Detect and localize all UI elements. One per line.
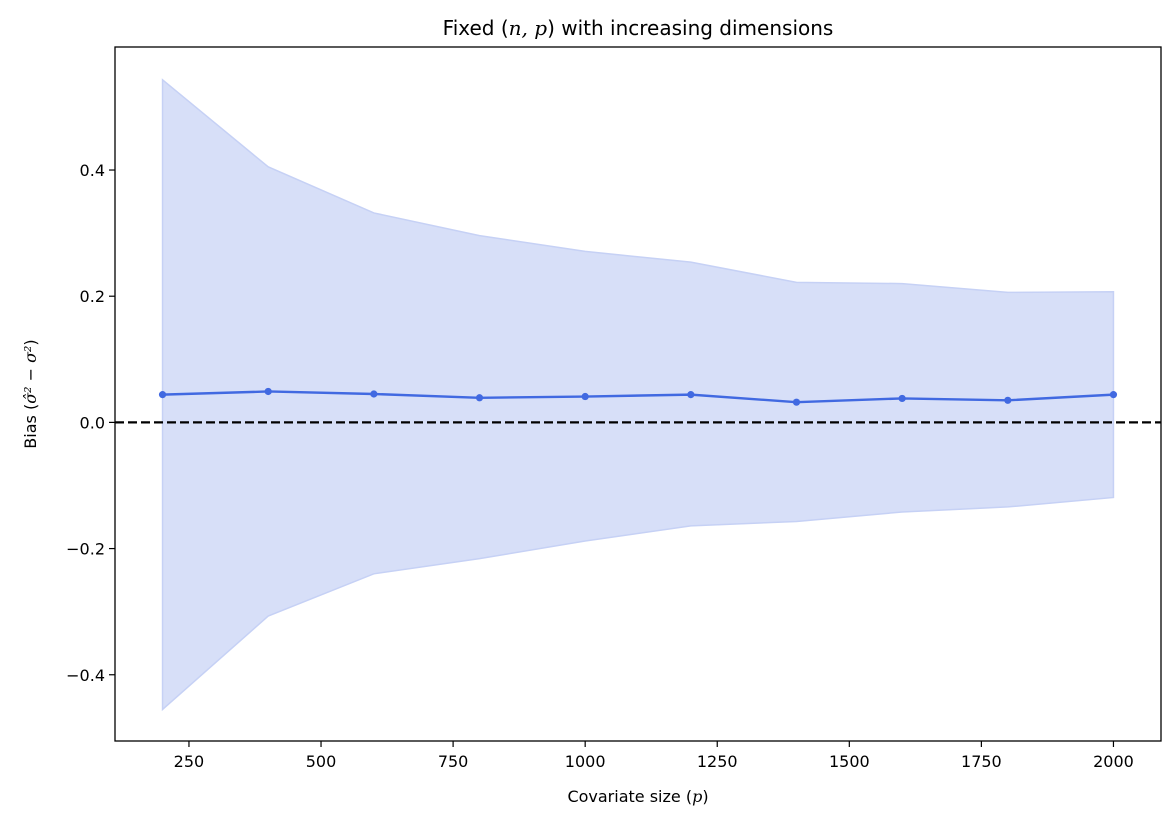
x-tick-label: 1750	[961, 752, 1002, 771]
series-line	[162, 390, 1114, 404]
data-point	[158, 391, 167, 399]
y-axis-label: Bias (σ̂² − σ²)	[21, 339, 40, 448]
data-point	[370, 390, 378, 398]
data-point	[264, 387, 272, 396]
x-tick-label: 250	[174, 752, 205, 771]
data-point	[687, 391, 695, 399]
data-point	[792, 398, 801, 406]
x-tick-label: 500	[306, 752, 337, 771]
data-point	[1004, 396, 1012, 404]
x-tick-label: 750	[438, 752, 469, 771]
chart-title: Fixed (n, p) with increasing dimensions	[443, 16, 834, 40]
y-tick-label: 0.2	[80, 287, 105, 306]
data-point	[581, 392, 589, 401]
y-tick-label: −0.2	[66, 540, 105, 559]
x-axis-label: Covariate size (p)	[567, 787, 708, 806]
x-tick-label: 1500	[829, 752, 870, 771]
x-tick-label: 1000	[565, 752, 606, 771]
y-tick-label: −0.4	[66, 666, 105, 685]
data-point	[898, 394, 906, 403]
y-tick-label: 0.4	[80, 161, 105, 180]
plot-area	[115, 78, 1161, 712]
x-tick-label: 2000	[1093, 752, 1134, 771]
data-points	[158, 387, 1118, 406]
x-tick-label: 1250	[697, 752, 738, 771]
data-point	[1109, 391, 1118, 399]
y-tick-label: 0.0	[80, 413, 105, 432]
data-point	[475, 394, 484, 402]
x-axis-ticks: 250 500 750 1000 1250 1500 1750 2000	[174, 741, 1134, 771]
plot-frame	[114, 46, 1162, 742]
y-axis-ticks: −0.4 −0.2 0.0 0.2 0.4	[66, 161, 115, 685]
